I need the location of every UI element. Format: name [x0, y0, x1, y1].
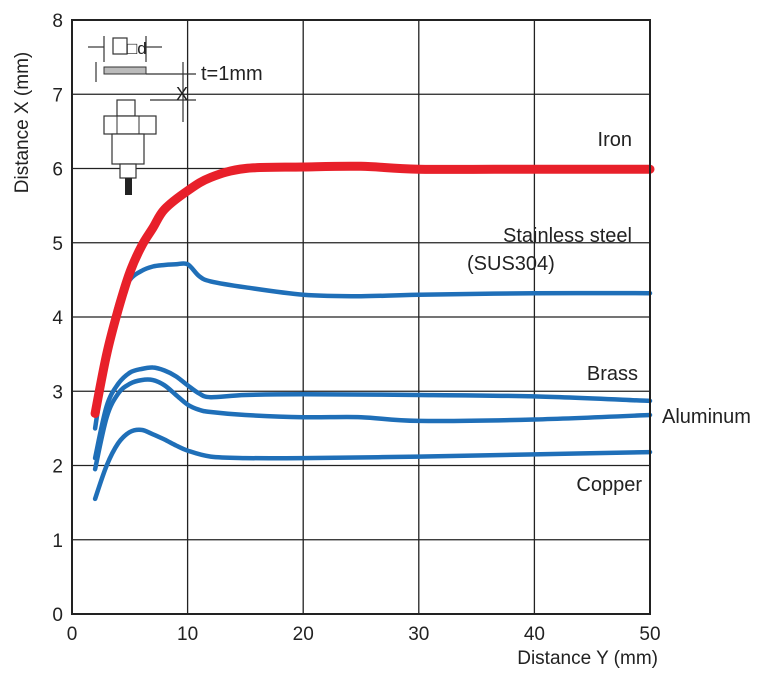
series-label-brass: Brass	[587, 363, 638, 385]
sensor-inset-diagram: □d t=1mm X	[88, 36, 263, 195]
y-tick-label-8: 8	[52, 11, 63, 32]
axes-frame: 0 1 2 3 4 5 6 7 8 0 10 20 30 40 50 Distance Y (mm) Dista…	[12, 11, 661, 669]
series-line-aluminum	[92, 377, 653, 472]
x-tick-label-50: 50	[639, 624, 660, 645]
series-line-copper	[92, 427, 653, 502]
series-label-iron: Iron	[598, 129, 632, 151]
inset-x-label: X	[176, 84, 188, 104]
target-plate-shape	[103, 66, 147, 75]
y-tick-label-6: 6	[52, 160, 63, 181]
series-label-aluminum: Aluminum	[662, 406, 751, 428]
sensor-lead-shape	[125, 178, 132, 195]
x-tick-label-10: 10	[177, 624, 198, 645]
series-line-brass	[92, 365, 653, 461]
inset-thickness-label: t=1mm	[201, 63, 263, 85]
series-label-stainless-steel: Stainless steel	[503, 225, 632, 247]
inset-d-label: □d	[127, 39, 147, 58]
series-lines	[90, 161, 655, 502]
square-symbol-icon	[112, 37, 128, 55]
y-tick-label-1: 1	[52, 531, 63, 552]
series-label-stainless-steel-line2: (SUS304)	[467, 253, 555, 275]
x-tick-label-0: 0	[67, 624, 78, 645]
y-tick-label-3: 3	[52, 382, 63, 403]
y-tick-label-4: 4	[52, 308, 63, 329]
y-tick-label-2: 2	[52, 457, 63, 478]
y-tick-label-7: 7	[52, 85, 63, 106]
series-labels: Iron Stainless steel (SUS304) Brass Aluminum…	[467, 129, 751, 496]
grid	[72, 20, 650, 614]
sensor-cable-shape	[119, 163, 137, 179]
x-axis-label: Distance Y (mm)	[517, 648, 658, 669]
series-label-copper: Copper	[576, 474, 642, 496]
y-axis-label: Distance X (mm)	[12, 52, 33, 193]
series-line-iron	[90, 161, 655, 418]
series-line-stainless-steel	[92, 261, 653, 431]
x-tick-label-40: 40	[524, 624, 545, 645]
y-tick-label-0: 0	[52, 605, 63, 626]
x-tick-label-20: 20	[293, 624, 314, 645]
sensor-head-shape	[116, 99, 136, 117]
y-tick-label-5: 5	[52, 234, 63, 255]
x-tick-label-30: 30	[408, 624, 429, 645]
sensor-body-shape	[111, 133, 145, 165]
plot-frame	[71, 19, 651, 615]
sensor-nut-shape	[103, 115, 157, 135]
